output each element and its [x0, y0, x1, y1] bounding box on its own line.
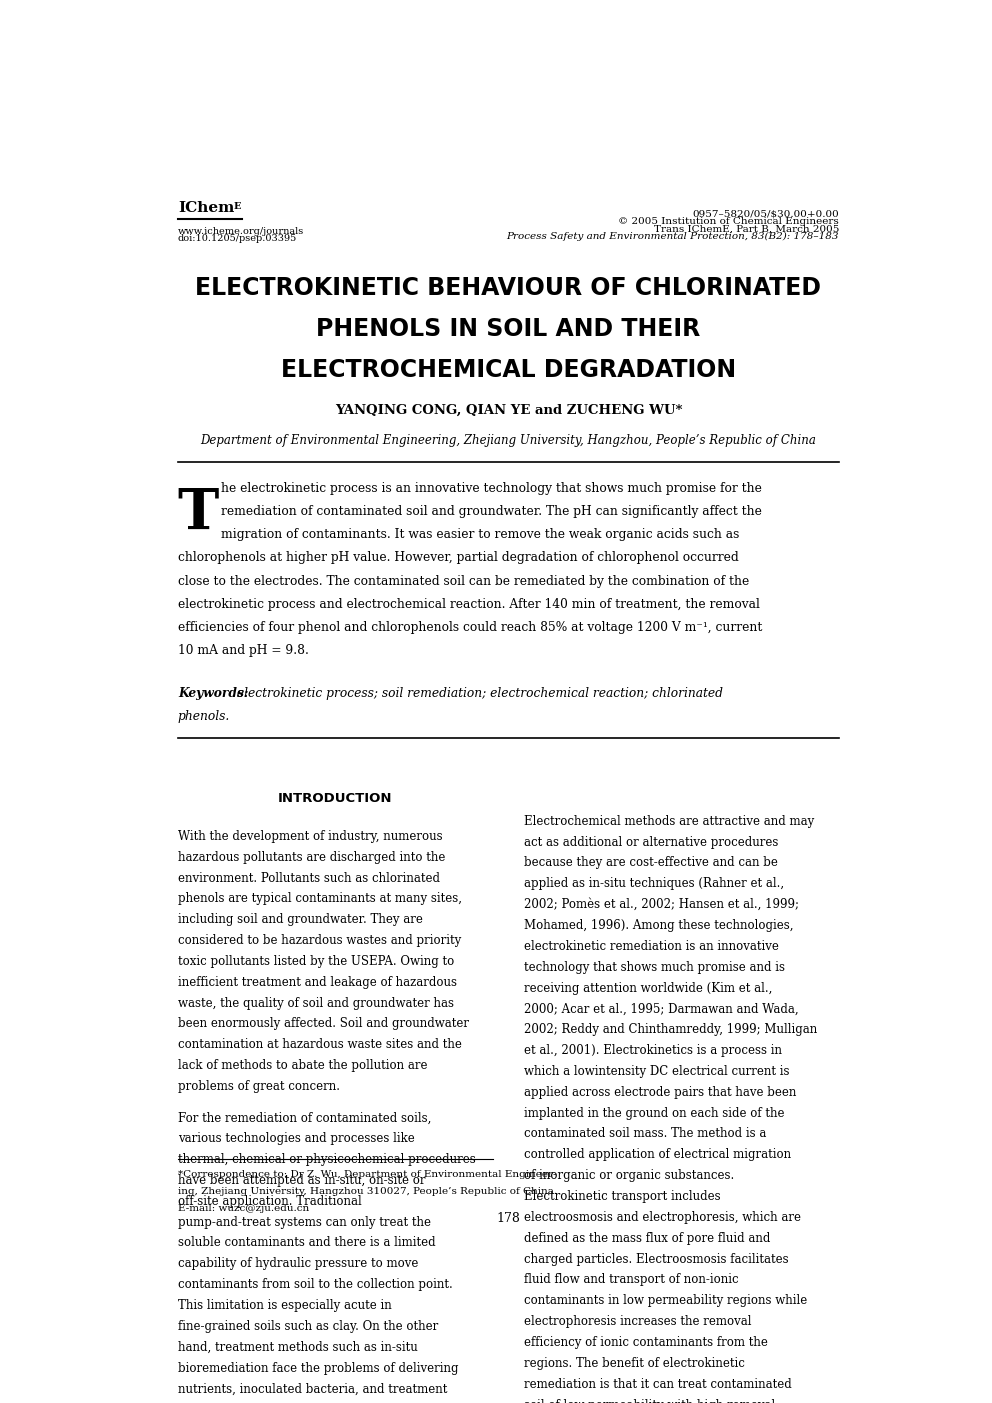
Text: defined as the mass flux of pore fluid and: defined as the mass flux of pore fluid a…	[524, 1232, 770, 1244]
Text: problems of great concern.: problems of great concern.	[178, 1080, 340, 1093]
Text: nutrients, inoculated bacteria, and treatment: nutrients, inoculated bacteria, and trea…	[178, 1382, 447, 1396]
Text: soil of low permeability with high removal: soil of low permeability with high remov…	[524, 1399, 775, 1403]
Text: For the remediation of contaminated soils,: For the remediation of contaminated soil…	[178, 1111, 432, 1124]
Text: Mohamed, 1996). Among these technologies,: Mohamed, 1996). Among these technologies…	[524, 919, 794, 932]
Text: PHENOLS IN SOIL AND THEIR: PHENOLS IN SOIL AND THEIR	[316, 317, 700, 341]
Text: ing, Zhejiang University, Hangzhou 310027, People’s Republic of China.: ing, Zhejiang University, Hangzhou 31002…	[178, 1187, 557, 1197]
Text: hazardous pollutants are discharged into the: hazardous pollutants are discharged into…	[178, 850, 445, 864]
Text: This limitation is especially acute in: This limitation is especially acute in	[178, 1299, 392, 1312]
Text: have been attempted as in-situ, on-site or: have been attempted as in-situ, on-site …	[178, 1174, 426, 1187]
Text: contamination at hazardous waste sites and the: contamination at hazardous waste sites a…	[178, 1038, 461, 1051]
Text: soluble contaminants and there is a limited: soluble contaminants and there is a limi…	[178, 1236, 435, 1250]
Text: T: T	[178, 485, 219, 542]
Text: he electrokinetic process is an innovative technology that shows much promise fo: he electrokinetic process is an innovati…	[221, 481, 762, 495]
Text: With the development of industry, numerous: With the development of industry, numero…	[178, 829, 442, 843]
Text: including soil and groundwater. They are: including soil and groundwater. They are	[178, 913, 423, 926]
Text: environment. Pollutants such as chlorinated: environment. Pollutants such as chlorina…	[178, 871, 439, 884]
Text: E: E	[234, 202, 241, 210]
Text: 10 mA and pH = 9.8.: 10 mA and pH = 9.8.	[178, 644, 309, 657]
Text: contaminated soil mass. The method is a: contaminated soil mass. The method is a	[524, 1128, 766, 1141]
Text: electrokinetic process; soil remediation; electrochemical reaction; chlorinated: electrokinetic process; soil remediation…	[233, 687, 723, 700]
Text: contaminants from soil to the collection point.: contaminants from soil to the collection…	[178, 1278, 452, 1291]
Text: thermal, chemical or physicochemical procedures: thermal, chemical or physicochemical pro…	[178, 1153, 475, 1166]
Text: bioremediation face the problems of delivering: bioremediation face the problems of deli…	[178, 1361, 458, 1375]
Text: Trans IChemE, Part B, March 2005: Trans IChemE, Part B, March 2005	[654, 224, 839, 233]
Text: pump-and-treat systems can only treat the: pump-and-treat systems can only treat th…	[178, 1215, 431, 1229]
Text: Department of Environmental Engineering, Zhejiang University, Hangzhou, People’s: Department of Environmental Engineering,…	[200, 434, 816, 448]
Text: 2002; Reddy and Chinthamreddy, 1999; Mulligan: 2002; Reddy and Chinthamreddy, 1999; Mul…	[524, 1023, 817, 1037]
Text: phenols are typical contaminants at many sites,: phenols are typical contaminants at many…	[178, 892, 462, 905]
Text: migration of contaminants. It was easier to remove the weak organic acids such a: migration of contaminants. It was easier…	[221, 528, 739, 542]
Text: electroosmosis and electrophoresis, which are: electroosmosis and electrophoresis, whic…	[524, 1211, 801, 1223]
Text: contaminants in low permeability regions while: contaminants in low permeability regions…	[524, 1294, 807, 1308]
Text: Electrokinetic transport includes: Electrokinetic transport includes	[524, 1190, 720, 1202]
Text: hand, treatment methods such as in-situ: hand, treatment methods such as in-situ	[178, 1341, 418, 1354]
Text: Process Safety and Environmental Protection, 83(B2): 178–183: Process Safety and Environmental Protect…	[507, 231, 839, 241]
Text: © 2005 Institution of Chemical Engineers: © 2005 Institution of Chemical Engineers	[618, 217, 839, 226]
Text: YANQING CONG, QIAN YE and ZUCHENG WU*: YANQING CONG, QIAN YE and ZUCHENG WU*	[334, 404, 682, 417]
Text: act as additional or alternative procedures: act as additional or alternative procedu…	[524, 836, 778, 849]
Text: regions. The benefit of electrokinetic: regions. The benefit of electrokinetic	[524, 1357, 745, 1369]
Text: waste, the quality of soil and groundwater has: waste, the quality of soil and groundwat…	[178, 996, 453, 1010]
Text: INTRODUCTION: INTRODUCTION	[278, 793, 393, 805]
Text: doi:10.1205/psep.03395: doi:10.1205/psep.03395	[178, 234, 297, 243]
Text: Keywords:: Keywords:	[178, 687, 248, 700]
Text: www.icheme.org/journals: www.icheme.org/journals	[178, 227, 305, 236]
Text: receiving attention worldwide (Kim et al.,: receiving attention worldwide (Kim et al…	[524, 982, 772, 995]
Text: controlled application of electrical migration: controlled application of electrical mig…	[524, 1148, 791, 1162]
Text: phenols.: phenols.	[178, 710, 230, 723]
Text: electrokinetic process and electrochemical reaction. After 140 min of treatment,: electrokinetic process and electrochemic…	[178, 598, 760, 610]
Text: chlorophenols at higher pH value. However, partial degradation of chlorophenol o: chlorophenols at higher pH value. Howeve…	[178, 551, 739, 564]
Text: Electrochemical methods are attractive and may: Electrochemical methods are attractive a…	[524, 815, 814, 828]
Text: E-mail: wuzc@zju.edu.cn: E-mail: wuzc@zju.edu.cn	[178, 1204, 310, 1214]
Text: remediation is that it can treat contaminated: remediation is that it can treat contami…	[524, 1378, 792, 1390]
Text: *Correspondence to: Dr Z. Wu, Department of Environmental Engineer-: *Correspondence to: Dr Z. Wu, Department…	[178, 1170, 557, 1179]
Text: inefficient treatment and leakage of hazardous: inefficient treatment and leakage of haz…	[178, 975, 456, 989]
Text: efficiencies of four phenol and chlorophenols could reach 85% at voltage 1200 V : efficiencies of four phenol and chloroph…	[178, 622, 762, 634]
Text: 178: 178	[496, 1212, 521, 1225]
Text: capability of hydraulic pressure to move: capability of hydraulic pressure to move	[178, 1257, 419, 1270]
Text: ELECTROKINETIC BEHAVIOUR OF CHLORINATED: ELECTROKINETIC BEHAVIOUR OF CHLORINATED	[195, 276, 821, 300]
Text: IChem: IChem	[178, 202, 234, 215]
Text: fine-grained soils such as clay. On the other: fine-grained soils such as clay. On the …	[178, 1320, 438, 1333]
Text: been enormously affected. Soil and groundwater: been enormously affected. Soil and groun…	[178, 1017, 469, 1030]
Text: various technologies and processes like: various technologies and processes like	[178, 1132, 415, 1145]
Text: implanted in the ground on each side of the: implanted in the ground on each side of …	[524, 1107, 785, 1120]
Text: applied as in-situ techniques (Rahner et al.,: applied as in-situ techniques (Rahner et…	[524, 877, 784, 891]
Text: technology that shows much promise and is: technology that shows much promise and i…	[524, 961, 785, 974]
Text: toxic pollutants listed by the USEPA. Owing to: toxic pollutants listed by the USEPA. Ow…	[178, 955, 454, 968]
Text: of inorganic or organic substances.: of inorganic or organic substances.	[524, 1169, 734, 1183]
Text: ELECTROCHEMICAL DEGRADATION: ELECTROCHEMICAL DEGRADATION	[281, 359, 736, 383]
Text: applied across electrode pairs that have been: applied across electrode pairs that have…	[524, 1086, 797, 1099]
Text: because they are cost-effective and can be: because they are cost-effective and can …	[524, 856, 778, 870]
Text: electrophoresis increases the removal: electrophoresis increases the removal	[524, 1315, 751, 1329]
Text: charged particles. Electroosmosis facilitates: charged particles. Electroosmosis facili…	[524, 1253, 789, 1266]
Text: efficiency of ionic contaminants from the: efficiency of ionic contaminants from th…	[524, 1336, 768, 1348]
Text: lack of methods to abate the pollution are: lack of methods to abate the pollution a…	[178, 1059, 428, 1072]
Text: fluid flow and transport of non-ionic: fluid flow and transport of non-ionic	[524, 1274, 738, 1287]
Text: considered to be hazardous wastes and priority: considered to be hazardous wastes and pr…	[178, 934, 461, 947]
Text: which a lowintensity DC electrical current is: which a lowintensity DC electrical curre…	[524, 1065, 790, 1078]
Text: off-site application. Traditional: off-site application. Traditional	[178, 1195, 361, 1208]
Text: 2000; Acar et al., 1995; Darmawan and Wada,: 2000; Acar et al., 1995; Darmawan and Wa…	[524, 1002, 799, 1016]
Text: electrokinetic remediation is an innovative: electrokinetic remediation is an innovat…	[524, 940, 779, 953]
Text: 0957–5820/05/$30.00+0.00: 0957–5820/05/$30.00+0.00	[692, 209, 839, 219]
Text: remediation of contaminated soil and groundwater. The pH can significantly affec: remediation of contaminated soil and gro…	[221, 505, 762, 518]
Text: 2002; Pomès et al., 2002; Hansen et al., 1999;: 2002; Pomès et al., 2002; Hansen et al.,…	[524, 898, 799, 911]
Text: close to the electrodes. The contaminated soil can be remediated by the combinat: close to the electrodes. The contaminate…	[178, 575, 749, 588]
Text: et al., 2001). Electrokinetics is a process in: et al., 2001). Electrokinetics is a proc…	[524, 1044, 782, 1056]
